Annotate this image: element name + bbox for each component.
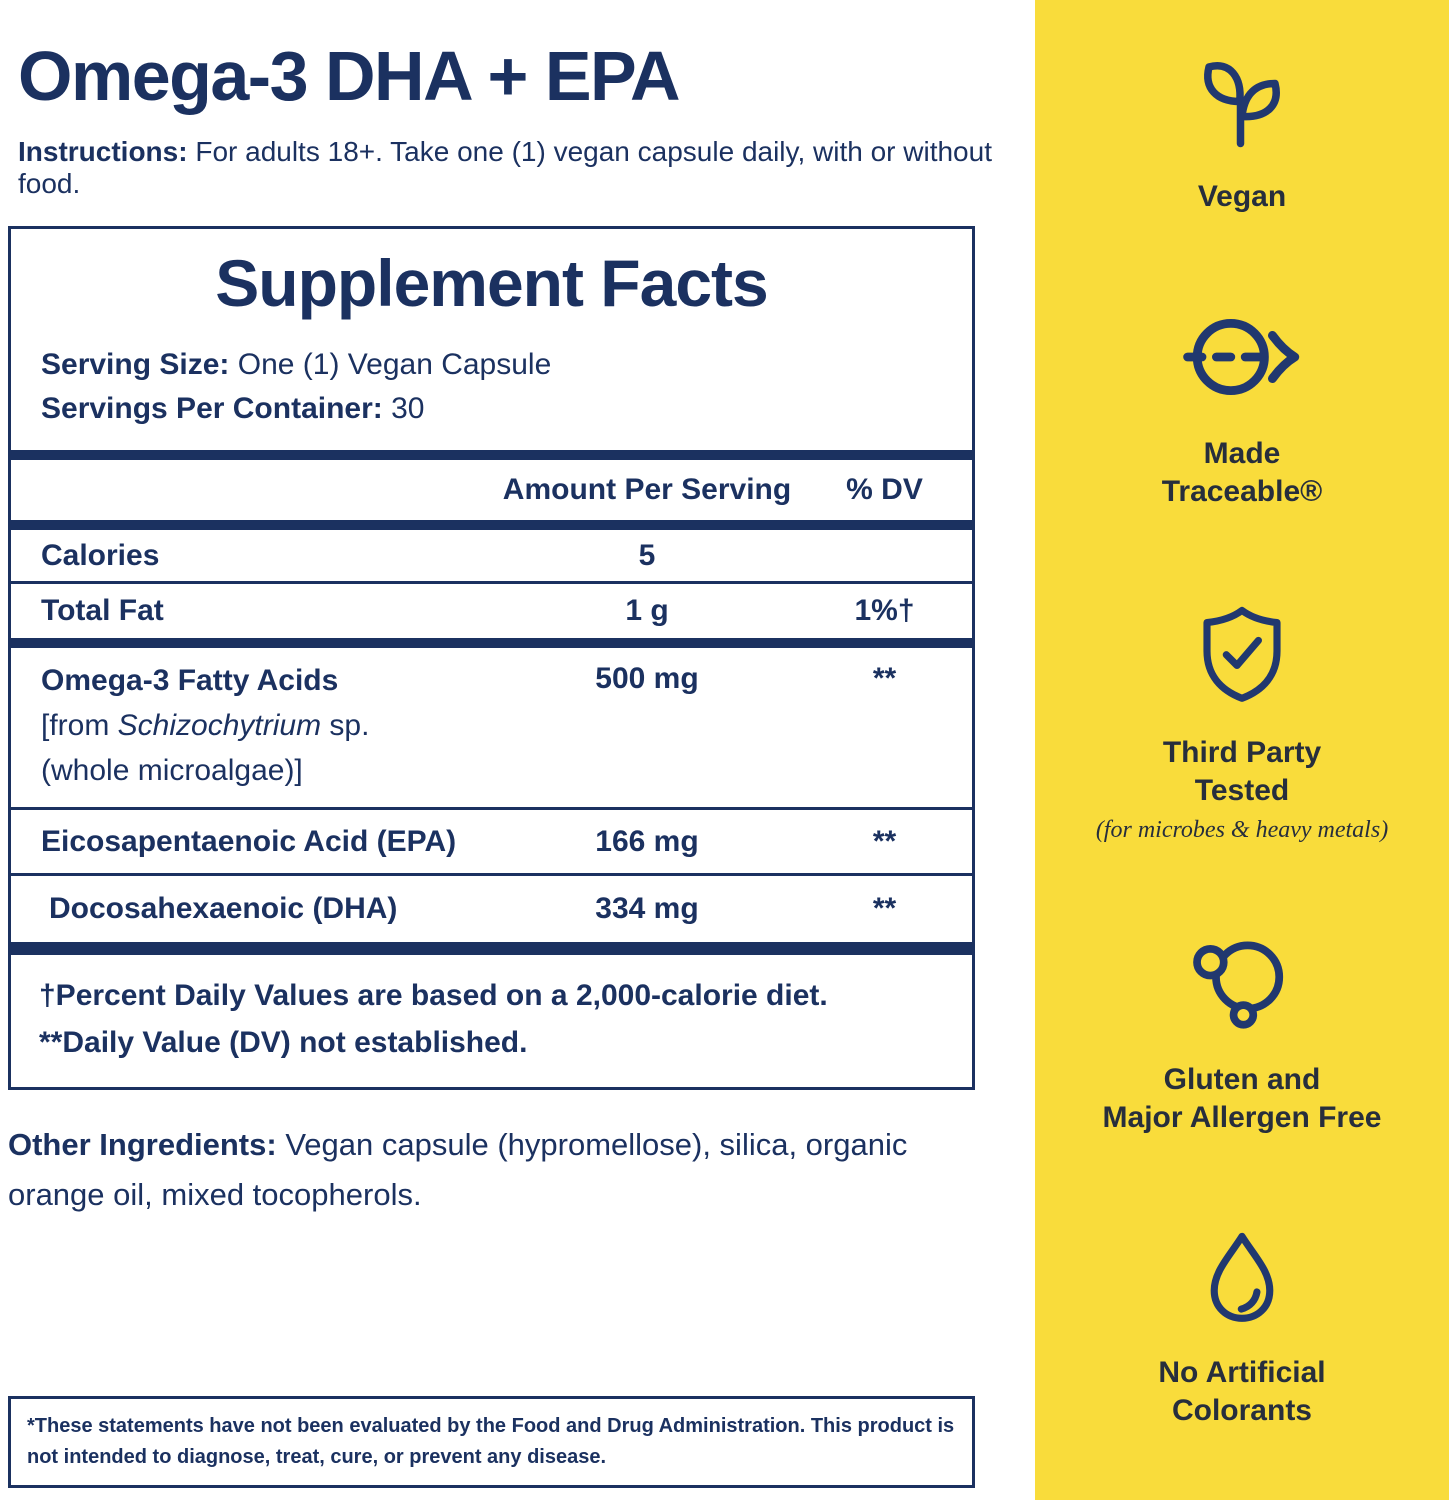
badge-label-line: No Artificial: [1158, 1355, 1326, 1389]
row-name: Calories: [41, 538, 160, 572]
sprout-icon: [1194, 52, 1290, 148]
row-name: Eicosapentaenoic Acid (EPA): [41, 824, 457, 858]
table-row-epa: Eicosapentaenoic Acid (EPA) 166 mg **: [11, 810, 972, 876]
row-amount: 334 mg: [595, 892, 699, 925]
row-amount: 166 mg: [595, 824, 699, 858]
divider-thick: [11, 520, 972, 530]
serving-size-value: One (1) Vegan Capsule: [229, 348, 552, 381]
table-row-omega3: Omega-3 Fatty Acids [from Schizochytrium…: [11, 648, 972, 810]
table-header-row: Amount Per Serving % DV: [11, 460, 972, 520]
row-dv: **: [872, 662, 897, 695]
benefits-sidebar: Vegan Made Traceable®: [1035, 0, 1449, 1500]
row-name: Omega-3 Fatty Acids [from Schizochytrium…: [11, 658, 497, 793]
omega3-source-post: sp.: [321, 709, 370, 742]
other-ingredients-text: Vegan capsule (hypromellose), silica, or…: [8, 1127, 908, 1213]
molecule-icon: [1190, 937, 1294, 1031]
divider-thick: [11, 450, 972, 460]
badge-label: Vegan: [1198, 178, 1286, 216]
omega3-species: Schizochytrium: [117, 709, 322, 742]
other-ingredients-label: Other Ingredients:: [8, 1127, 277, 1162]
other-ingredients: Other Ingredients: Vegan capsule (hyprom…: [8, 1120, 965, 1220]
badge-label: No Artificial Colorants: [1158, 1354, 1325, 1430]
badge-third-party-tested: Third Party Tested (for microbes & heavy…: [1096, 604, 1388, 843]
badge-label-line: Traceable®: [1161, 475, 1323, 509]
badge-vegan: Vegan: [1194, 52, 1290, 216]
serving-size-line: Serving Size: One (1) Vegan Capsule: [41, 343, 942, 387]
omega3-source-line: [from Schizochytrium sp.: [41, 703, 497, 748]
instructions-label: Instructions:: [18, 136, 188, 167]
omega3-source-pre: [from: [41, 709, 118, 742]
badge-label-line: Vegan: [1197, 180, 1287, 213]
badge-label-line: Third Party: [1162, 736, 1322, 770]
row-amount: 5: [638, 538, 656, 572]
badge-label-line: Colorants: [1171, 1393, 1312, 1427]
row-dv: **: [872, 892, 897, 925]
omega3-name: Omega-3 Fatty Acids: [41, 664, 339, 697]
droplet-icon: [1204, 1230, 1280, 1324]
shield-check-icon: [1196, 604, 1288, 704]
fda-disclaimer: *These statements have not been evaluate…: [8, 1396, 975, 1488]
footnote-daily-values: †Percent Daily Values are based on a 2,0…: [39, 979, 828, 1012]
badge-label: Gluten and Major Allergen Free: [1103, 1061, 1382, 1137]
servings-per-container-line: Servings Per Container: 30: [41, 387, 942, 431]
table-row-dha: Docosahexaenoic (DHA) 334 mg **: [11, 876, 972, 942]
badge-label: Made Traceable®: [1162, 435, 1323, 511]
row-dv: 1%†: [854, 594, 915, 627]
badge-sublabel: (for microbes & heavy metals): [1095, 816, 1389, 843]
row-amount: 500 mg: [595, 662, 699, 695]
divider-thick: [11, 942, 972, 955]
table-row-calories: Calories 5: [11, 530, 972, 584]
supplement-facts-panel: Supplement Facts Serving Size: One (1) V…: [8, 226, 975, 1090]
serving-info: Serving Size: One (1) Vegan Capsule Serv…: [41, 343, 942, 430]
table-row-total-fat: Total Fat 1 g 1%†: [11, 584, 972, 638]
badge-label: Third Party Tested: [1163, 734, 1321, 810]
column-header-amount: Amount Per Serving: [502, 473, 792, 506]
footnote-dv-not-established: **Daily Value (DV) not established.: [39, 1026, 528, 1059]
instructions-line: Instructions: For adults 18+. Take one (…: [18, 136, 1035, 200]
row-amount: 1 g: [625, 594, 669, 627]
badge-allergen-free: Gluten and Major Allergen Free: [1103, 937, 1382, 1137]
omega3-source-line2: (whole microalgae)]: [41, 754, 303, 787]
servings-value: 30: [382, 391, 425, 425]
divider-thick: [11, 638, 972, 648]
label-left-panel: Omega-3 DHA + EPA Instructions: For adul…: [8, 37, 1035, 1488]
servings-label: Servings Per Container:: [41, 391, 383, 425]
badge-label-line: Made: [1203, 437, 1281, 471]
footnotes: †Percent Daily Values are based on a 2,0…: [11, 955, 972, 1087]
row-name: Docosahexaenoic (DHA): [49, 892, 398, 925]
page-title: Omega-3 DHA + EPA: [18, 37, 681, 115]
badge-made-traceable: Made Traceable®: [1162, 309, 1323, 511]
row-name: Total Fat: [41, 594, 164, 627]
supplement-facts-title: Supplement Facts: [215, 246, 768, 320]
column-header-dv: % DV: [846, 473, 923, 506]
badge-label-line: Gluten and: [1163, 1062, 1321, 1096]
serving-size-label: Serving Size:: [41, 348, 230, 381]
row-dv: **: [872, 824, 897, 858]
badge-label-line: Tested: [1194, 774, 1290, 808]
badge-no-artificial-colorants: No Artificial Colorants: [1158, 1230, 1326, 1430]
instructions-text: For adults 18+. Take one (1) vegan capsu…: [18, 136, 992, 199]
traceable-arrow-icon: [1179, 309, 1305, 405]
badge-label-line: Major Allergen Free: [1102, 1100, 1382, 1134]
